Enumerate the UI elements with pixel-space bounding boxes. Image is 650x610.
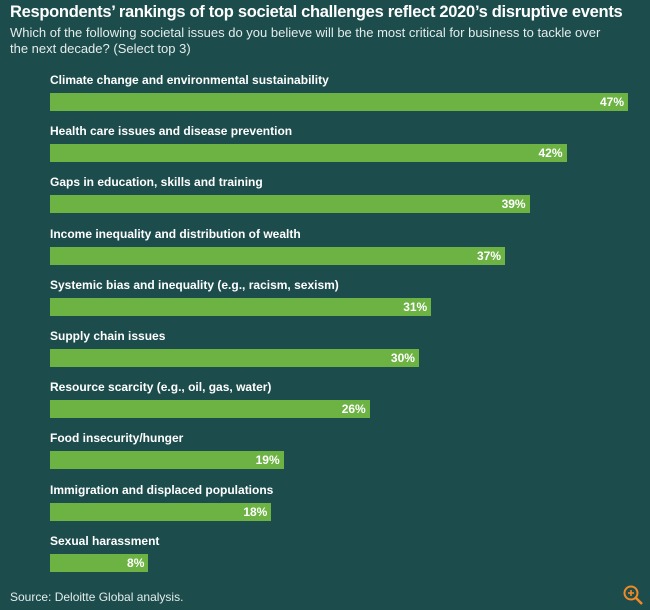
bar — [50, 246, 506, 265]
category-label: Health care issues and disease preventio… — [50, 124, 293, 139]
bar — [50, 451, 284, 470]
value-label: 8% — [127, 555, 145, 570]
bar — [50, 502, 272, 521]
category-label: Gaps in education, skills and training — [50, 175, 263, 190]
value-label: 19% — [255, 453, 280, 468]
category-label: Sexual harassment — [50, 533, 160, 548]
value-label: 47% — [599, 95, 624, 109]
bar — [50, 349, 419, 367]
value-label: 26% — [341, 402, 366, 417]
bar — [50, 195, 530, 214]
chart-subtitle: Which of the following societal issues d… — [10, 25, 601, 56]
bar — [50, 297, 432, 316]
chart-title: Respondents’ rankings of top societal ch… — [10, 3, 623, 21]
category-label: Supply chain issues — [50, 329, 166, 343]
bar — [50, 400, 370, 419]
category-label: Systemic bias and inequality (e.g., raci… — [50, 277, 339, 292]
bar — [50, 144, 567, 163]
bar — [50, 553, 149, 572]
value-label: 18% — [243, 504, 268, 519]
category-label: Immigration and displaced populations — [50, 482, 274, 497]
value-label: 31% — [403, 299, 428, 314]
category-label: Climate change and environmental sustain… — [50, 73, 329, 87]
category-label: Income inequality and distribution of we… — [50, 226, 301, 241]
source-note: Source: Deloitte Global analysis. — [10, 590, 184, 604]
value-label: 42% — [538, 146, 563, 161]
value-label: 39% — [501, 197, 526, 212]
value-label: 30% — [390, 351, 415, 365]
bar — [50, 93, 628, 111]
zoom-icon[interactable] — [622, 584, 644, 606]
category-label: Food insecurity/hunger — [50, 431, 184, 446]
value-label: 37% — [476, 248, 502, 263]
category-label: Resource scarcity (e.g., oil, gas, water… — [50, 380, 272, 395]
